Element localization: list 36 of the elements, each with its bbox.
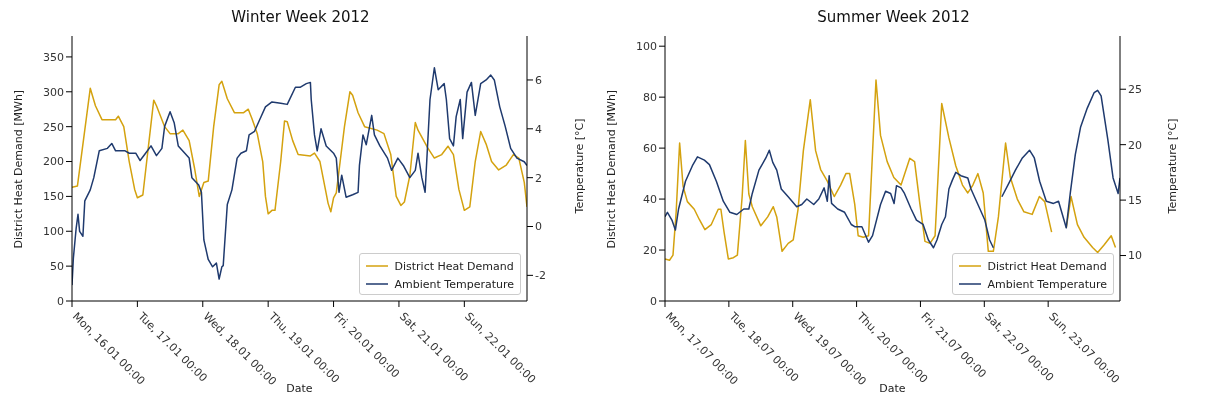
- y-tick-label: 350: [43, 50, 64, 64]
- y-axis-title: District Heat Demand [MWh]: [604, 89, 618, 249]
- y-tick-label: 40: [643, 192, 657, 206]
- y-tick-label: 100: [636, 40, 657, 54]
- y-tick-label: 0: [57, 294, 64, 308]
- y2-tick-label: 10: [1128, 249, 1142, 263]
- y2-tick-label: 6: [535, 73, 542, 87]
- y-tick-label: 300: [43, 85, 64, 99]
- x-axis-title: Date: [879, 382, 906, 395]
- y-tick-label: 150: [43, 190, 64, 204]
- chart-title: Winter Week 2012: [230, 8, 371, 28]
- y-tick-label: 200: [43, 155, 64, 169]
- y-tick-label: 100: [43, 225, 64, 239]
- y-tick-label: 80: [643, 91, 657, 105]
- line-series: [72, 80, 527, 215]
- y2-axis-title: Temperature [°C]: [572, 118, 586, 215]
- y-tick-label: 50: [50, 260, 64, 274]
- y-tick-label: 60: [643, 142, 657, 156]
- y-tick-label: 250: [43, 120, 64, 134]
- y2-tick-label: 0: [535, 220, 542, 234]
- y2-tick-label: 2: [535, 171, 542, 185]
- y-axis-title: District Heat Demand [MWh]: [11, 89, 25, 249]
- y2-axis-title: Temperature [°C]: [1165, 118, 1179, 215]
- y-tick-label: 0: [650, 294, 657, 308]
- y2-tick-label: 4: [535, 122, 542, 136]
- y-tick-label: 20: [643, 243, 657, 257]
- legend-label: District Heat Demand: [394, 259, 514, 273]
- y2-tick-label: -2: [535, 269, 546, 283]
- legend-label: Ambient Temperature: [394, 277, 514, 291]
- y2-tick-label: 15: [1128, 194, 1142, 208]
- y2-tick-label: 25: [1128, 83, 1142, 97]
- chart-title: Summer Week 2012: [816, 8, 971, 28]
- y2-tick-label: 20: [1128, 138, 1142, 152]
- legend-label: Ambient Temperature: [987, 277, 1107, 291]
- x-axis-title: Date: [286, 382, 313, 395]
- legend-label: District Heat Demand: [987, 259, 1107, 273]
